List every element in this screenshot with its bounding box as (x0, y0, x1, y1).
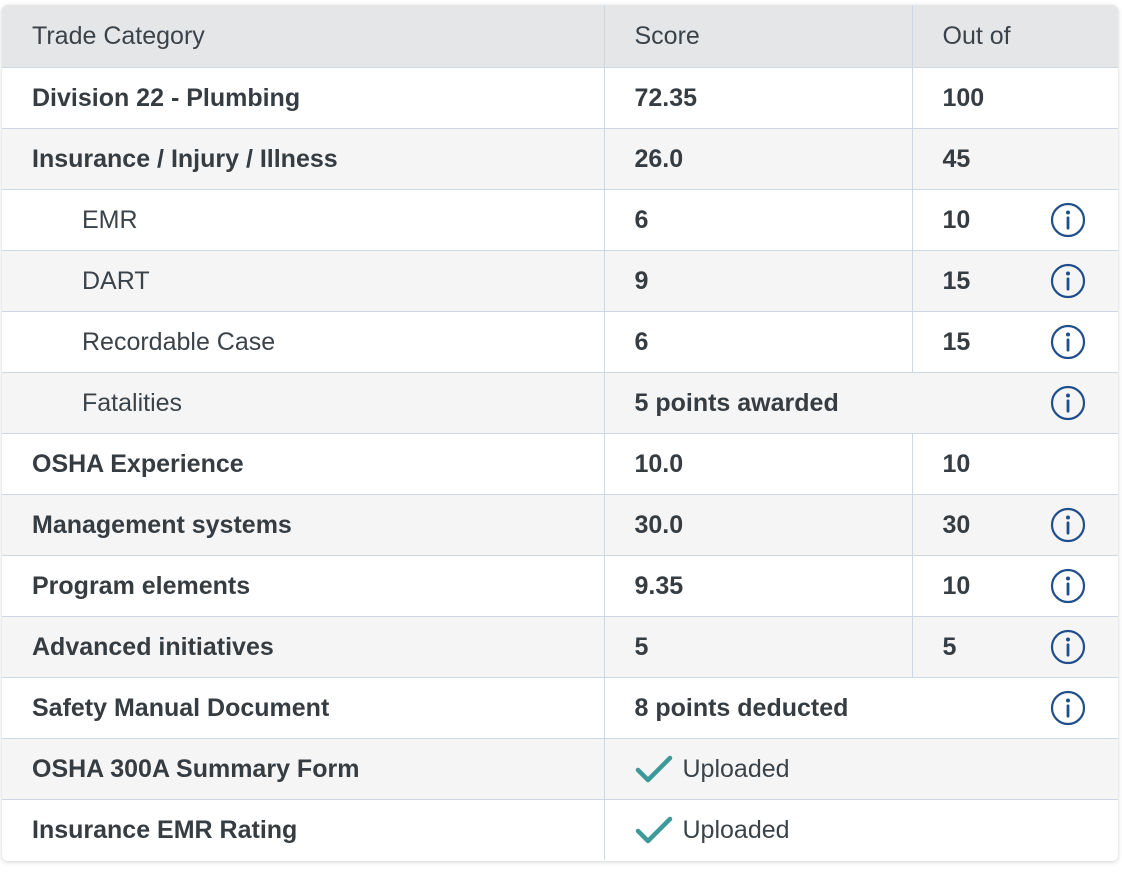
table-row: EMR 6 10 (2, 189, 1118, 251)
table-row: DART 9 15 (2, 250, 1118, 312)
row-category: OSHA Experience (2, 433, 605, 495)
row-out-of-cell: 10 (912, 189, 1118, 251)
row-score: 10.0 (604, 433, 913, 495)
header-trade-category: Trade Category (2, 5, 605, 68)
table-header-row: Trade Category Score Out of (2, 5, 1118, 68)
row-category: Management systems (2, 494, 605, 556)
row-score: 6 (604, 311, 913, 373)
row-category: Insurance / Injury / Illness (2, 128, 605, 190)
row-score: 30.0 (604, 494, 913, 556)
table-row: Safety Manual Document 8 points deducted (2, 677, 1118, 739)
row-score: 5 (604, 616, 913, 678)
row-out-of: 5 (942, 632, 957, 661)
row-out-of: 15 (942, 327, 971, 356)
info-icon[interactable] (1050, 385, 1086, 421)
info-icon[interactable] (1050, 324, 1086, 360)
row-category: Program elements (2, 555, 605, 617)
row-out-of-cell: 15 (912, 250, 1118, 312)
row-category: OSHA 300A Summary Form (2, 738, 605, 800)
table-row: OSHA Experience 10.0 10 (2, 433, 1118, 495)
trade-score-card: Trade Category Score Out of Division 22 … (2, 5, 1118, 861)
table-row: Recordable Case 6 15 (2, 311, 1118, 373)
trade-score-table: Trade Category Score Out of Division 22 … (2, 5, 1118, 860)
table-row: Fatalities 5 points awarded (2, 372, 1118, 434)
row-out-of: 10 (942, 571, 971, 600)
row-score: 9 (604, 250, 913, 312)
check-icon (635, 755, 672, 783)
row-score: 6 (604, 189, 913, 251)
row-out-of-cell: 10 (912, 555, 1118, 617)
table-row: Program elements 9.35 10 (2, 555, 1118, 617)
check-icon (635, 816, 672, 844)
row-out-of: 100 (912, 67, 1118, 129)
row-category: DART (2, 250, 605, 312)
row-out-of: 45 (912, 128, 1118, 190)
row-category: Recordable Case (2, 311, 605, 373)
row-note-cell: 5 points awarded (604, 372, 1118, 434)
table-row: Division 22 - Plumbing 72.35 100 (2, 67, 1118, 129)
row-out-of-cell: 15 (912, 311, 1118, 373)
header-out-of: Out of (912, 5, 1118, 68)
row-note: 5 points awarded (634, 388, 839, 417)
table-row: OSHA 300A Summary Form Uploaded (2, 738, 1118, 800)
table-row: Advanced initiatives 5 5 (2, 616, 1118, 678)
table-row: Management systems 30.0 30 (2, 494, 1118, 556)
row-out-of-cell: 30 (912, 494, 1118, 556)
row-category: Advanced initiatives (2, 616, 605, 678)
row-status-cell: Uploaded (604, 738, 1118, 800)
row-category: Division 22 - Plumbing (2, 67, 605, 129)
row-category: Fatalities (2, 372, 605, 434)
row-note: 8 points deducted (634, 693, 849, 722)
info-icon[interactable] (1050, 568, 1086, 604)
row-out-of: 10 (942, 205, 971, 234)
row-out-of: 10 (912, 433, 1118, 495)
row-score: 72.35 (604, 67, 913, 129)
row-score: 9.35 (604, 555, 913, 617)
row-out-of-cell: 5 (912, 616, 1118, 678)
row-category: EMR (2, 189, 605, 251)
upload-status: Uploaded (682, 754, 790, 783)
table-row: Insurance EMR Rating Uploaded (2, 799, 1118, 861)
table-row: Insurance / Injury / Illness 26.0 45 (2, 128, 1118, 190)
info-icon[interactable] (1050, 690, 1086, 726)
info-icon[interactable] (1050, 263, 1086, 299)
row-out-of: 30 (942, 510, 971, 539)
info-icon[interactable] (1050, 202, 1086, 238)
info-icon[interactable] (1050, 629, 1086, 665)
row-score: 26.0 (604, 128, 913, 190)
row-category: Safety Manual Document (2, 677, 605, 739)
row-status-cell: Uploaded (604, 800, 1118, 861)
row-out-of: 15 (942, 266, 971, 295)
info-icon[interactable] (1050, 507, 1086, 543)
upload-status: Uploaded (682, 815, 790, 844)
row-category: Insurance EMR Rating (2, 799, 605, 860)
header-score: Score (604, 5, 913, 68)
row-note-cell: 8 points deducted (604, 677, 1118, 739)
